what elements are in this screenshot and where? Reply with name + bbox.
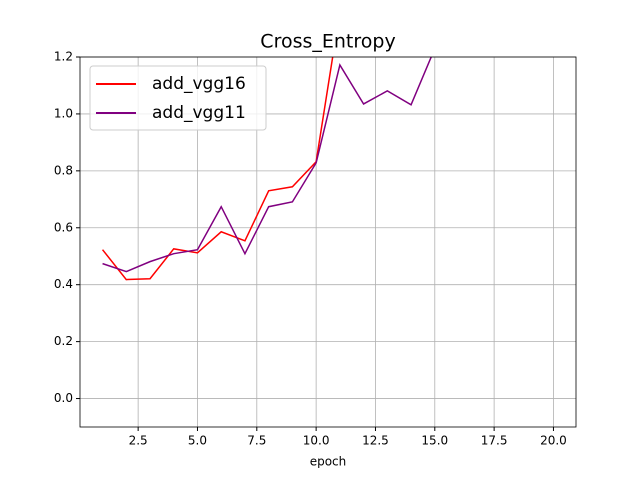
y-tick-label: 0.6	[54, 220, 73, 234]
line-series	[102, 57, 433, 273]
x-tick-label: 2.5	[129, 434, 148, 448]
y-tick-label: 0.8	[54, 163, 73, 177]
y-tick-label: 1.2	[54, 50, 73, 64]
grid: 2.5 5.0 7.5 10.0 12.5 15.0 17.5 20.0 0.0 0.2 0.4 0.…	[54, 50, 576, 448]
x-tick-label: 12.5	[362, 434, 389, 448]
x-tick-label: 20.0	[540, 434, 567, 448]
y-tick-label: 0.0	[54, 391, 73, 405]
x-tick-label: 15.0	[421, 434, 448, 448]
x-tick-label: 17.5	[481, 434, 508, 448]
x-axis-label: epoch	[310, 455, 347, 469]
line-series	[101, 57, 334, 281]
axes-frame	[79, 56, 577, 428]
legend-label: add_vgg11	[152, 103, 246, 123]
y-tick-label: 0.4	[54, 277, 73, 291]
y-tick-label: 0.2	[54, 334, 73, 348]
plot-area	[101, 57, 433, 281]
x-tick-label: 5.0	[188, 434, 207, 448]
x-tick-label: 10.0	[303, 434, 330, 448]
x-tick-label: 7.5	[247, 434, 266, 448]
chart-title: Cross_Entropy	[260, 31, 395, 53]
legend-label: add_vgg16	[152, 74, 246, 94]
y-tick-label: 1.0	[54, 106, 73, 120]
legend: add_vgg16 add_vgg11	[89, 65, 267, 131]
